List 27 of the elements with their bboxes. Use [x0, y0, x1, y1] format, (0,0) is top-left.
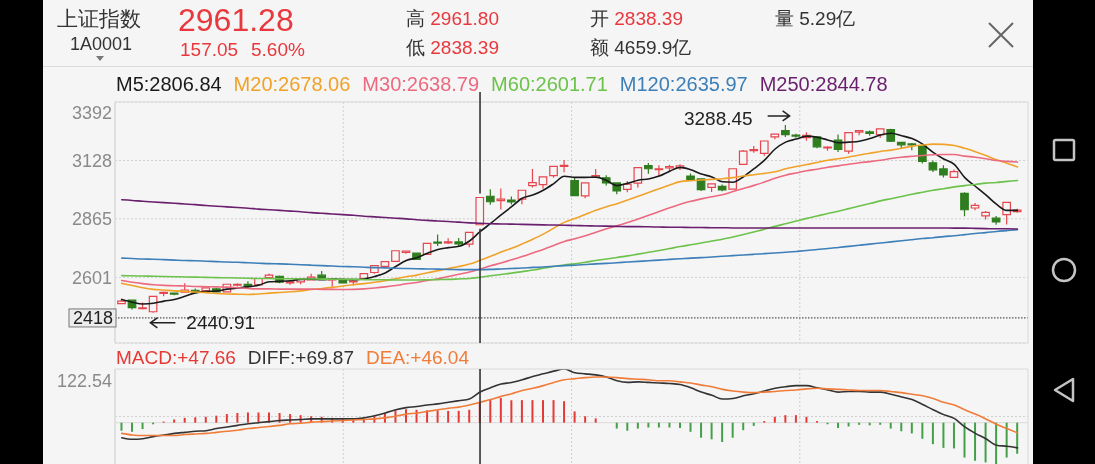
y-tick-label: 3392 [71, 103, 112, 124]
text: 5.60% [251, 39, 305, 60]
text: MACD:+47.66 [116, 347, 236, 368]
text: 1A0001 [70, 34, 133, 54]
text: M5:2806.84 [116, 73, 222, 95]
text: 2961.28 [178, 2, 294, 38]
ref-line-label: 2418 [72, 308, 113, 329]
text: M250:2844.78 [759, 73, 888, 95]
text: 122.54 [56, 371, 112, 392]
annotation: 2440.91 [186, 311, 256, 333]
text: M20:2678.06 [233, 73, 351, 95]
series-label: DEA:+46.04 [365, 347, 470, 368]
text: 157.05 [180, 39, 239, 60]
text: 额 4659.9亿 [590, 36, 692, 58]
annotation: 3288.45 [683, 107, 753, 129]
text: 低 2838.39 [406, 36, 499, 58]
text: DIFF:+69.87 [247, 347, 354, 368]
text: M120:2635.97 [619, 73, 748, 95]
y-tick-label: 2865 [71, 209, 112, 230]
text: 上证指数 [57, 7, 141, 31]
text: 开 2838.39 [590, 7, 683, 29]
text: M60:2601.71 [491, 73, 608, 95]
text: 高 2961.80 [406, 7, 499, 29]
y-tick-label: 2601 [71, 267, 112, 288]
y-tick-label: 3128 [71, 150, 112, 171]
text: 量 5.29亿 [775, 7, 856, 29]
text: M30:2638.79 [362, 73, 480, 95]
